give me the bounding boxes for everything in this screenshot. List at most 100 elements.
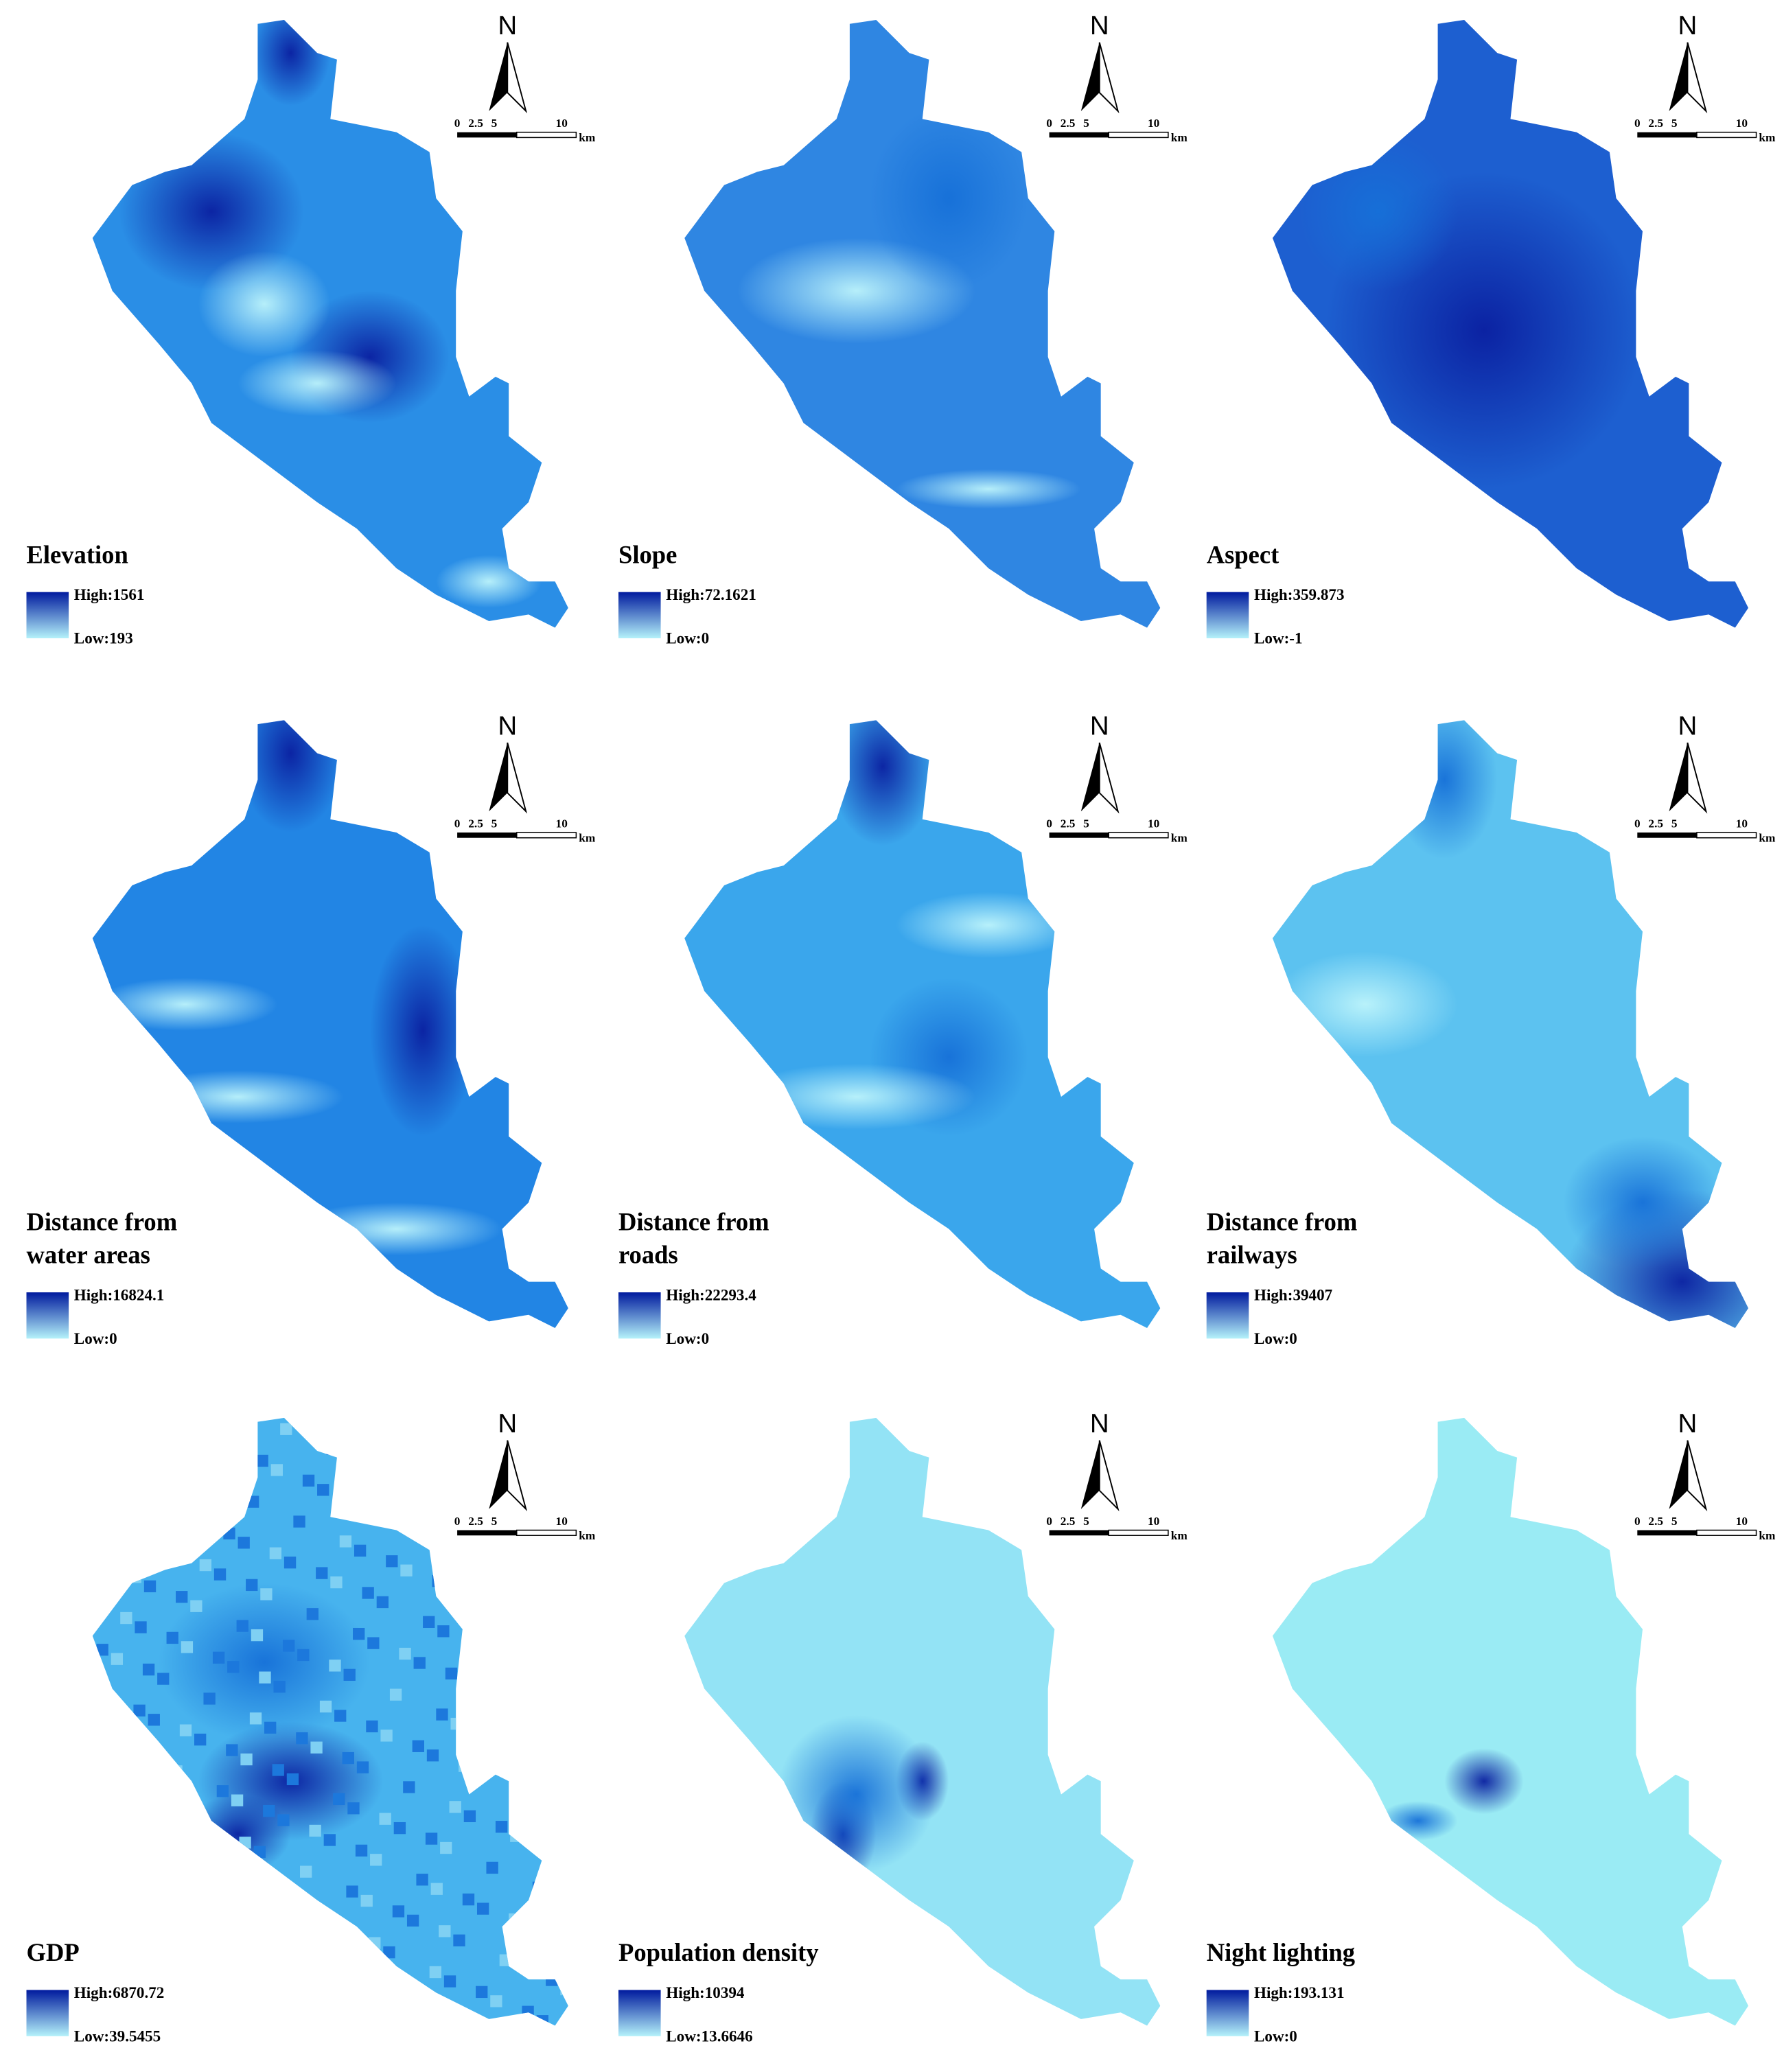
scale-label: 10 xyxy=(556,1515,568,1528)
map-cell xyxy=(400,1564,413,1576)
map-cell xyxy=(259,1671,271,1684)
north-label: N xyxy=(1678,712,1698,741)
map-panel: N 0 2.5 5 10 km Distance from roads High:22293.4… xyxy=(618,712,1188,1347)
north-label: N xyxy=(1090,11,1109,40)
map-cell xyxy=(547,1891,559,1903)
map-cell xyxy=(137,1838,150,1850)
scale-label: 0 xyxy=(1046,817,1052,830)
map-cell xyxy=(335,2010,348,2022)
map-cell xyxy=(194,1733,207,1746)
map-panel: N 0 2.5 5 10 km Distance from water areas High:1… xyxy=(27,712,596,1348)
legend-ramp xyxy=(1206,592,1249,639)
map-cell xyxy=(229,1877,242,1890)
map-cell xyxy=(389,1688,402,1701)
scale-label: 2.5 xyxy=(1648,117,1663,130)
scale-unit: km xyxy=(579,1529,596,1542)
legend-ramp xyxy=(618,1990,661,2036)
map-area xyxy=(684,20,1161,628)
legend-high: High:359.873 xyxy=(1254,585,1345,603)
map-cell xyxy=(277,1814,290,1826)
map-cell xyxy=(413,1657,426,1669)
map-cell xyxy=(270,1464,283,1476)
scale-bar xyxy=(1049,132,1109,138)
map-cell xyxy=(302,1474,315,1487)
scale-bar xyxy=(1049,833,1109,838)
map-cell xyxy=(342,1751,354,1765)
scale-label: 0 xyxy=(454,817,461,830)
north-label: N xyxy=(498,1409,517,1439)
scale-label: 2.5 xyxy=(1648,1515,1663,1528)
map-cell xyxy=(310,1741,323,1754)
map-cell xyxy=(135,1621,147,1633)
map-cell xyxy=(128,1878,141,1891)
map-cell xyxy=(399,1647,411,1660)
map-cell xyxy=(306,1608,318,1620)
map-area xyxy=(92,1417,568,2026)
legend-high: High:72.1621 xyxy=(666,585,756,603)
map-cell xyxy=(176,1591,188,1603)
map-shade xyxy=(1391,720,1498,859)
map-cell xyxy=(113,1870,126,1882)
north-arrow xyxy=(1098,1440,1120,1511)
map-cell xyxy=(317,1484,329,1496)
map-shade xyxy=(119,132,304,291)
map-shade xyxy=(370,924,476,1137)
legend-ramp xyxy=(618,592,661,639)
legend-low: Low:39.5455 xyxy=(74,2027,161,2045)
map-cell xyxy=(355,1844,368,1857)
scale-label: 5 xyxy=(491,1515,498,1528)
scale-label: 2.5 xyxy=(1061,117,1076,130)
map-cell xyxy=(457,1460,470,1472)
north-arrow xyxy=(1080,1440,1100,1509)
map-cell xyxy=(430,1883,443,1895)
legend-ramp xyxy=(1206,1292,1249,1339)
legend-high: High:1561 xyxy=(74,585,145,603)
map-panel: N 0 2.5 5 10 km Distance from railways High:3940… xyxy=(1206,712,1776,1347)
map-cell xyxy=(196,1950,209,1963)
panel-title: Aspect xyxy=(1207,540,1279,568)
map-cell xyxy=(379,1813,391,1825)
map-cell xyxy=(269,1547,282,1559)
map-cell xyxy=(116,1478,128,1491)
panel-title: Distance from xyxy=(1207,1208,1358,1236)
map-cell xyxy=(199,1559,212,1572)
map-cell xyxy=(92,1942,93,1955)
scale-bar xyxy=(1637,132,1697,138)
map-cell xyxy=(244,1887,257,1899)
map-cell xyxy=(162,1498,175,1511)
map-cell xyxy=(232,1486,245,1499)
map-cell xyxy=(326,1443,338,1455)
map-cell xyxy=(406,1998,418,2010)
north-label: N xyxy=(498,712,517,741)
map-cell xyxy=(424,1533,437,1545)
map-cell xyxy=(396,1431,408,1443)
map-cell xyxy=(297,1649,310,1662)
map-cell xyxy=(549,1500,562,1512)
scale-label: 2.5 xyxy=(1061,1515,1076,1528)
map-cell xyxy=(96,1644,108,1656)
map-cell xyxy=(370,1854,382,1866)
panel-title: Slope xyxy=(618,540,677,568)
map-cell xyxy=(150,1930,163,1943)
scale-label: 0 xyxy=(454,117,461,130)
map-cell xyxy=(219,2001,231,2014)
map-cell xyxy=(251,1629,264,1642)
north-arrow xyxy=(1687,1440,1708,1511)
scale-unit: km xyxy=(1171,831,1188,844)
map-cell xyxy=(181,1641,194,1653)
map-cell xyxy=(423,1616,435,1628)
map-cell xyxy=(140,1447,152,1459)
map-cell xyxy=(286,1773,299,1786)
map-cell xyxy=(330,1576,343,1589)
scale-label: 5 xyxy=(1083,817,1089,830)
map-shade xyxy=(92,977,278,1031)
map-cell xyxy=(148,1714,160,1726)
map-cell xyxy=(536,2015,548,2026)
map-cell xyxy=(186,1467,198,1479)
scale-bar xyxy=(1696,832,1757,839)
map-cell xyxy=(509,1913,521,1926)
legend-low: Low:0 xyxy=(666,1329,709,1347)
map-cell xyxy=(529,1748,541,1760)
map-cell xyxy=(190,1600,202,1612)
panel-title: Night lighting xyxy=(1207,1938,1355,1966)
